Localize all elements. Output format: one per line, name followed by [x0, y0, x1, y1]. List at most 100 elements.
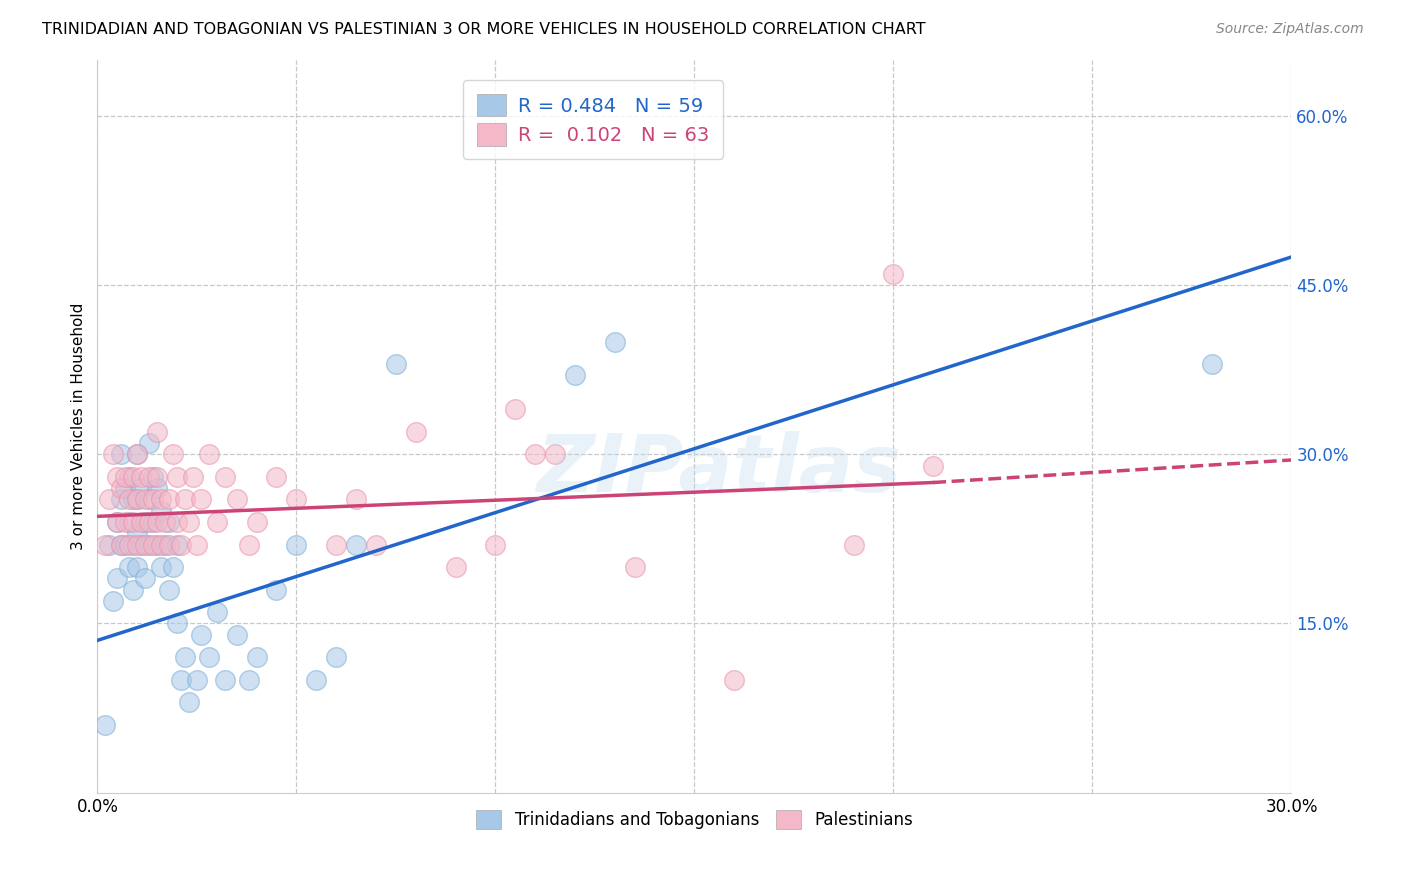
Text: ZIPatlas: ZIPatlas	[536, 431, 901, 509]
Point	[174, 492, 197, 507]
Point	[150, 504, 173, 518]
Point	[166, 537, 188, 551]
Point	[118, 515, 141, 529]
Point	[198, 447, 221, 461]
Point	[105, 571, 128, 585]
Point	[157, 492, 180, 507]
Point	[198, 650, 221, 665]
Point	[150, 560, 173, 574]
Point	[444, 560, 467, 574]
Point	[405, 425, 427, 439]
Point	[118, 470, 141, 484]
Point	[225, 628, 247, 642]
Point	[146, 515, 169, 529]
Y-axis label: 3 or more Vehicles in Household: 3 or more Vehicles in Household	[72, 302, 86, 549]
Point	[122, 515, 145, 529]
Point	[157, 582, 180, 597]
Point	[114, 481, 136, 495]
Point	[177, 515, 200, 529]
Point	[146, 481, 169, 495]
Point	[98, 492, 121, 507]
Point	[162, 447, 184, 461]
Point	[94, 537, 117, 551]
Point	[142, 492, 165, 507]
Legend: Trinidadians and Tobagonians, Palestinians: Trinidadians and Tobagonians, Palestinia…	[470, 803, 920, 836]
Point	[122, 537, 145, 551]
Point	[142, 470, 165, 484]
Point	[364, 537, 387, 551]
Point	[325, 650, 347, 665]
Text: TRINIDADIAN AND TOBAGONIAN VS PALESTINIAN 3 OR MORE VEHICLES IN HOUSEHOLD CORREL: TRINIDADIAN AND TOBAGONIAN VS PALESTINIA…	[42, 22, 925, 37]
Point	[127, 492, 149, 507]
Point	[285, 492, 308, 507]
Point	[118, 537, 141, 551]
Point	[122, 470, 145, 484]
Point	[922, 458, 945, 473]
Point	[146, 470, 169, 484]
Point	[177, 695, 200, 709]
Point	[157, 537, 180, 551]
Point	[842, 537, 865, 551]
Point	[723, 673, 745, 687]
Point	[134, 571, 156, 585]
Point	[150, 537, 173, 551]
Point	[118, 560, 141, 574]
Point	[238, 673, 260, 687]
Point	[166, 470, 188, 484]
Point	[146, 537, 169, 551]
Point	[153, 515, 176, 529]
Point	[114, 470, 136, 484]
Point	[105, 515, 128, 529]
Text: Source: ZipAtlas.com: Source: ZipAtlas.com	[1216, 22, 1364, 37]
Point	[122, 582, 145, 597]
Point	[170, 673, 193, 687]
Point	[122, 492, 145, 507]
Point	[238, 537, 260, 551]
Point	[138, 515, 160, 529]
Point	[103, 447, 125, 461]
Point	[127, 447, 149, 461]
Point	[325, 537, 347, 551]
Point	[110, 481, 132, 495]
Point	[118, 492, 141, 507]
Point	[94, 718, 117, 732]
Point	[623, 560, 645, 574]
Point	[129, 481, 152, 495]
Point	[882, 267, 904, 281]
Point	[344, 537, 367, 551]
Point	[138, 436, 160, 450]
Point	[110, 537, 132, 551]
Point	[503, 402, 526, 417]
Point	[129, 470, 152, 484]
Point	[205, 605, 228, 619]
Point	[205, 515, 228, 529]
Point	[134, 492, 156, 507]
Point	[266, 470, 288, 484]
Point	[181, 470, 204, 484]
Point	[105, 470, 128, 484]
Point	[544, 447, 567, 461]
Point	[214, 673, 236, 687]
Point	[142, 537, 165, 551]
Point	[110, 447, 132, 461]
Point	[134, 537, 156, 551]
Point	[146, 425, 169, 439]
Point	[127, 560, 149, 574]
Point	[138, 492, 160, 507]
Point	[110, 492, 132, 507]
Point	[214, 470, 236, 484]
Point	[603, 334, 626, 349]
Point	[245, 650, 267, 665]
Point	[170, 537, 193, 551]
Point	[1201, 357, 1223, 371]
Point	[127, 537, 149, 551]
Point	[305, 673, 328, 687]
Point	[190, 628, 212, 642]
Point	[98, 537, 121, 551]
Point	[138, 470, 160, 484]
Point	[162, 560, 184, 574]
Point	[105, 515, 128, 529]
Point	[385, 357, 408, 371]
Point	[344, 492, 367, 507]
Point	[129, 537, 152, 551]
